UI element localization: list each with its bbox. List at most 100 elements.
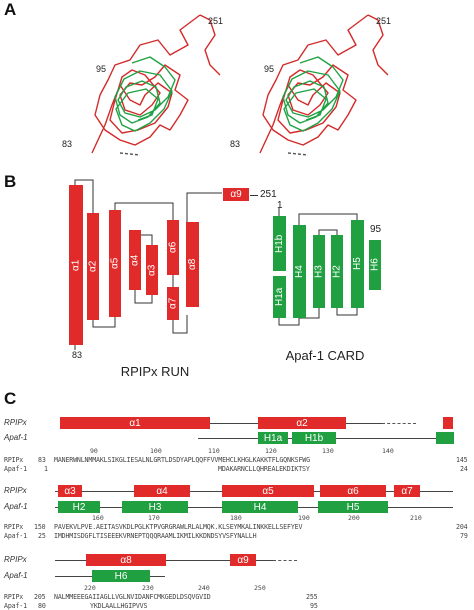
row2-tick-210: 210 xyxy=(410,514,422,522)
card-helix-h6: H6 xyxy=(369,240,381,290)
row1-tick-140: 140 xyxy=(382,447,394,455)
row1-tick-120: 120 xyxy=(265,447,277,455)
run-start-residue: 83 xyxy=(72,350,83,360)
row1-seq-end-apaf: 24 xyxy=(460,465,468,473)
row3-seq-name-rpipx: RPIPx xyxy=(4,593,24,601)
row2-helix-a7: α7 xyxy=(394,485,420,497)
structure-overlay-left xyxy=(91,14,221,156)
right-mid-residue: 95 xyxy=(264,64,275,74)
row2-tick-190: 190 xyxy=(298,514,310,522)
card-caption: Apaf-1 CARD xyxy=(285,348,365,363)
run-helix-a1: α1 xyxy=(69,185,83,345)
row3-helix-a8: α8 xyxy=(86,554,166,566)
row2-seq-rpipx: PAVEKVLPVE.AEITASVKDLPGLKTPVGRGRAWLRLALM… xyxy=(54,523,303,531)
card-helix-h2: H2 xyxy=(331,235,343,308)
run-helix-a4: α4 xyxy=(129,230,141,290)
row1-helix-h1b: H1b xyxy=(292,432,336,444)
row1-helix-end xyxy=(443,417,453,429)
row2-seq-start-apaf: 25 xyxy=(38,532,46,540)
row2-helix-a4: α4 xyxy=(134,485,190,497)
run-caption: RPIPx RUN xyxy=(120,364,190,379)
left-mid-residue: 95 xyxy=(96,64,107,74)
row3-tick-220: 220 xyxy=(84,584,96,592)
row3-helix-h6: H6 xyxy=(92,570,150,582)
row1-seq-end-rpipx: 145 xyxy=(456,456,468,464)
run-helix-a7: α7 xyxy=(167,287,179,320)
row3-seq-end-apaf: 95 xyxy=(310,602,318,610)
row2-tick-170: 170 xyxy=(148,514,160,522)
right-top-residue: 251 xyxy=(376,16,392,26)
row3-seq-rpipx: NALMMEEEGAIIAGLLVGLNVIDANFCMKGEDLDSQVGVI… xyxy=(54,593,211,601)
run-helix-a6: α6 xyxy=(167,220,179,275)
row3-tick-230: 230 xyxy=(142,584,154,592)
row3-rpipx-dash xyxy=(273,560,297,561)
row1-seq-apaf: MDAKARNCLLQHREALEKDIKTSY xyxy=(218,465,310,473)
card-end-residue: 95 xyxy=(370,224,382,235)
row2-tick-200: 200 xyxy=(348,514,360,522)
row3-seq-name-apaf: Apaf-1 xyxy=(4,602,27,610)
row2-tick-180: 180 xyxy=(230,514,242,522)
row3-label-apaf: Apaf-1 xyxy=(4,571,28,580)
run-end-residue: 251 xyxy=(260,189,277,200)
row2-seq-start-rpipx: 150 xyxy=(34,523,46,531)
row1-seq-rpipx: MANERWNLNMMAKLSIKGLIESALNLGRTLDSDYAPLQQF… xyxy=(54,456,310,464)
left-bottom-residue: 83 xyxy=(62,139,73,149)
row1-tick-100: 100 xyxy=(150,447,162,455)
run-end-tick xyxy=(250,195,258,196)
row2-tick-160: 160 xyxy=(92,514,104,522)
panel-label-b: B xyxy=(4,172,17,191)
run-helix-a9: α9 xyxy=(223,188,249,201)
row1-tick-130: 130 xyxy=(322,447,334,455)
card-helix-h5: H5 xyxy=(351,220,364,308)
row2-seq-apaf: IMDHMISDGFLTISEEEKVRNEPTQQQRAAMLIKMILKKD… xyxy=(54,532,257,540)
row2-seq-end-apaf: 79 xyxy=(460,532,468,540)
row3-tick-250: 250 xyxy=(254,584,266,592)
structure-overlay-right xyxy=(259,14,389,156)
card-helix-h1a: H1a xyxy=(273,276,286,318)
row2-seq-end-rpipx: 204 xyxy=(456,523,468,531)
row2-helix-h3: H3 xyxy=(122,501,188,513)
run-helix-a2: α2 xyxy=(87,213,99,320)
row1-helix-a1: α1 xyxy=(60,417,210,429)
row3-seq-end-rpipx: 255 xyxy=(306,593,318,601)
panel-label-a: A xyxy=(4,0,17,19)
row1-helix-h1a: H1a xyxy=(258,432,288,444)
row2-helix-a6: α6 xyxy=(320,485,386,497)
row1-label-apaf: Apaf-1 xyxy=(4,433,28,442)
row1-seq-start-rpipx: 83 xyxy=(38,456,46,464)
row2-helix-a3: α3 xyxy=(58,485,82,497)
row1-helix-tail xyxy=(436,432,454,444)
card-start-residue: 1 xyxy=(277,200,283,211)
row2-seq-name-apaf: Apaf-1 xyxy=(4,532,27,540)
card-helix-h3: H3 xyxy=(313,235,325,308)
card-helix-h1b: H1b xyxy=(273,216,286,271)
row3-seq-start-apaf: 80 xyxy=(38,602,46,610)
row1-rpipx-dash xyxy=(382,423,416,424)
left-top-residue: 251 xyxy=(208,16,224,26)
row3-seq-apaf: YKDLAALLHGIPVVS xyxy=(90,602,148,610)
run-helix-a5: α5 xyxy=(109,210,121,317)
row1-seq-name-apaf: Apaf-1 xyxy=(4,465,27,473)
row3-tick-240: 240 xyxy=(198,584,210,592)
row2-helix-h5: H5 xyxy=(318,501,388,513)
row1-rpipx-line xyxy=(60,423,382,424)
right-bottom-residue: 83 xyxy=(230,139,241,149)
row1-seq-start-apaf: 1 xyxy=(44,465,48,473)
row2-helix-a5: α5 xyxy=(222,485,314,497)
row2-label-apaf: Apaf-1 xyxy=(4,502,28,511)
row2-seq-name-rpipx: RPIPx xyxy=(4,523,24,531)
row1-helix-a2: α2 xyxy=(258,417,346,429)
row3-label-rpipx: RPIPx xyxy=(4,555,27,564)
row1-seq-name-rpipx: RPIPx xyxy=(4,456,24,464)
row3-seq-start-rpipx: 205 xyxy=(34,593,46,601)
row1-label-rpipx: RPIPx xyxy=(4,418,27,427)
row1-tick-90: 90 xyxy=(90,447,98,455)
run-helix-a8: α8 xyxy=(186,222,199,307)
row2-helix-h4: H4 xyxy=(222,501,298,513)
card-helix-h4: H4 xyxy=(293,225,306,318)
row2-label-rpipx: RPIPx xyxy=(4,486,27,495)
row3-helix-a9: α9 xyxy=(230,554,256,566)
panel-label-c: C xyxy=(4,389,17,408)
row2-helix-h2: H2 xyxy=(58,501,100,513)
run-helix-a3: α3 xyxy=(146,245,158,295)
